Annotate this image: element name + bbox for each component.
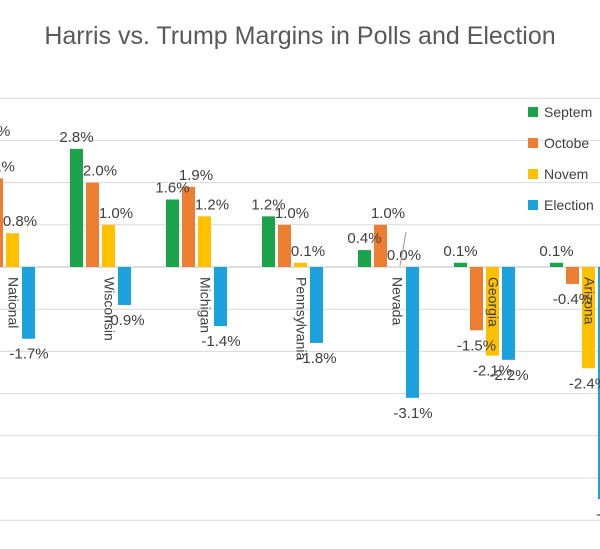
data-label: -1.8% [297,350,336,367]
grid-layer [0,97,600,521]
data-label: -0.4% [553,291,592,308]
bar [278,224,291,267]
legend-swatch [528,169,538,179]
bar [294,262,307,267]
data-label: -1.4% [201,333,240,350]
bar [374,224,387,267]
bar [166,199,179,267]
bar [358,250,371,267]
bar [550,262,563,267]
data-label: 1.2% [251,196,285,213]
data-label: 1.0% [275,205,309,222]
data-label: -5. [596,506,600,523]
bar [86,182,99,267]
data-label: 0.1% [539,243,573,260]
data-label: 1% [0,158,15,175]
category-label: Georgia [486,277,502,327]
data-label: 1.2% [195,196,229,213]
corner-value-label: % [0,123,10,140]
bar [6,233,19,267]
category-label: Wisconsin [102,277,118,341]
bar [262,216,275,267]
data-label: -2.4% [569,375,600,392]
data-label: -2.2% [489,367,528,384]
category-label: Michigan [198,277,214,333]
bar [566,267,579,284]
bar [454,262,467,267]
bar [310,267,323,343]
category-label: National [6,277,22,328]
data-label: 1.0% [371,205,405,222]
legend-label: Novem [544,166,588,182]
bar [102,224,115,267]
data-label: -3.1% [393,405,432,422]
legend-swatch [528,138,538,148]
legend: Septem Octobe Novem Election [528,104,594,213]
bar [118,267,131,305]
legend-label: Septem [544,104,592,120]
bar [198,216,211,267]
bar [486,267,499,356]
bar [182,186,195,267]
bar-layer [0,148,600,500]
data-label: -0.9% [105,312,144,329]
bar [0,178,3,267]
bar [470,267,483,331]
data-label: 0.1% [443,243,477,260]
data-label: -1.7% [9,346,48,363]
data-label: 1.0% [99,205,133,222]
bar [598,267,600,500]
data-label: 1.6% [155,179,189,196]
leader-line [399,231,407,267]
legend-swatch [528,107,538,117]
bar [214,267,227,327]
bar [22,267,35,339]
data-label: 0.8% [3,213,37,230]
bar [582,267,595,369]
legend-swatch [528,200,538,210]
bar [502,267,515,360]
data-label: 0.1% [291,243,325,260]
data-label: -1.5% [457,337,496,354]
data-label: 0.4% [347,230,381,247]
legend-label: Octobe [544,135,589,151]
data-label: 0.0% [387,247,421,264]
bar [70,148,83,267]
category-label: Nevada [390,277,406,325]
bar [406,267,419,398]
data-label: 2.8% [59,129,93,146]
category-label: Arizona [582,277,598,325]
data-label: 1.9% [179,167,213,184]
category-label: Pennsylvania [294,277,310,360]
data-label: -2.1% [473,363,512,380]
label-layer: 1% 0.8% -1.7% National 2.8% 2.0% 1.0% -0.9%Wisc… [0,129,600,523]
data-label: 2.0% [83,163,117,180]
legend-label: Election [544,197,594,213]
chart-title: Harris vs. Trump Margins in Polls and El… [44,22,555,50]
